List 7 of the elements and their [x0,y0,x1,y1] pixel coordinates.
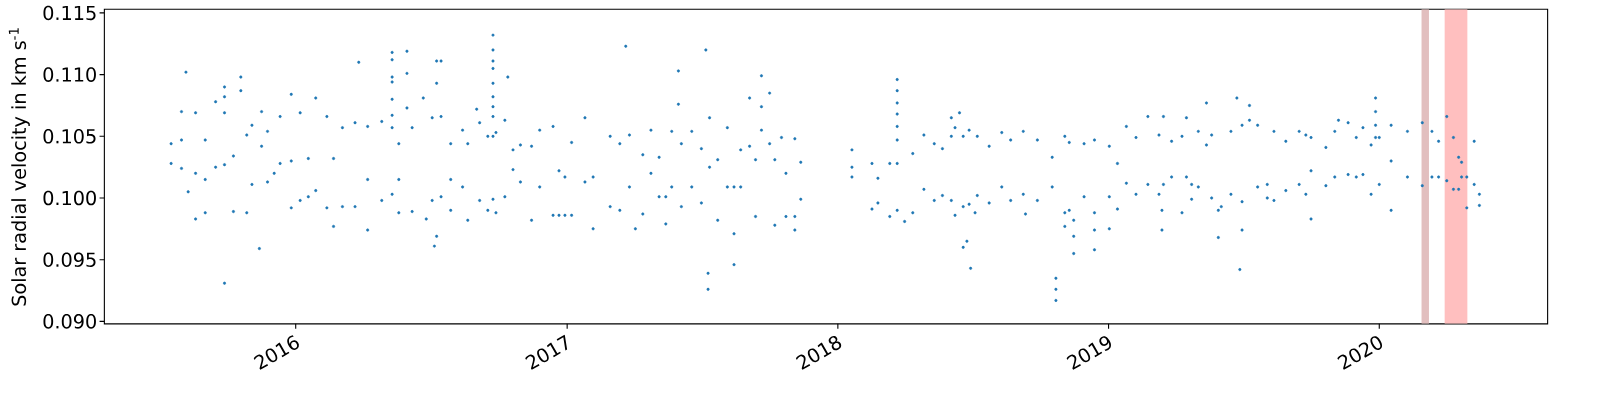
y-tick-label: 0.105 [43,128,96,144]
y-tick-label: 0.090 [43,313,96,329]
y-axis-title: Solar radial velocity in km s$^{-1}$ [8,28,30,306]
y-tick-label: 0.115 [43,5,96,21]
y-tick-label: 0.100 [43,190,96,206]
y-tick-label: 0.110 [43,67,96,82]
y-tick-label: 0.095 [43,252,96,267]
